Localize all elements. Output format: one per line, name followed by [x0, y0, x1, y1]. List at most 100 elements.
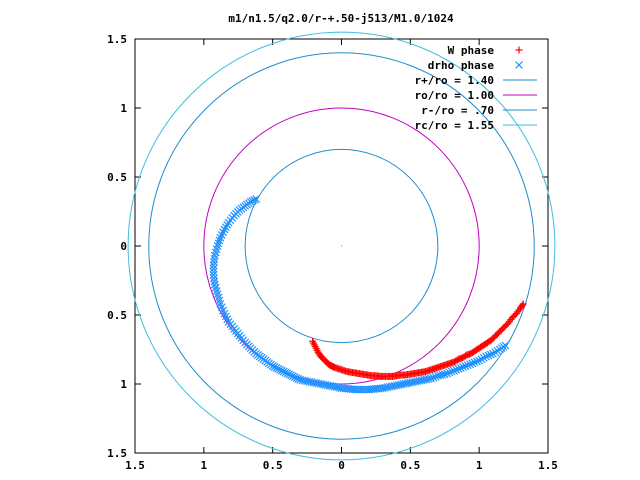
y-tick-label: 1.5	[107, 447, 127, 460]
drho-phase-point	[210, 251, 219, 260]
y-tick-label: 1.5	[107, 33, 127, 46]
drho-phase-point	[223, 220, 232, 229]
x-tick-label: 0.5	[400, 459, 420, 472]
drho-phase-point	[221, 312, 230, 321]
drho-phase-point	[276, 365, 284, 374]
drho-phase-point	[484, 351, 493, 360]
drho-phase-point	[330, 382, 339, 391]
drho-phase-point	[217, 303, 226, 312]
drho-phase-point	[216, 300, 225, 308]
drho-phase-point	[274, 364, 283, 373]
drho-phase-point	[475, 356, 484, 365]
drho-phase-point	[214, 239, 223, 248]
drho-phase-point	[477, 355, 486, 364]
reference-circles	[127, 31, 556, 461]
drho-phase-point	[215, 236, 224, 245]
drho-phase-point	[491, 348, 500, 357]
drho-phase-point	[456, 363, 465, 372]
drho-phase-point	[319, 380, 328, 389]
legend-label: drho phase	[428, 59, 495, 72]
drho-phase-point	[290, 373, 299, 382]
drho-phase-point	[223, 315, 232, 324]
circle-r-ro	[244, 148, 439, 344]
drho-phase-point	[281, 368, 290, 377]
drho-phase-point	[220, 309, 229, 318]
drho-phase-point	[292, 374, 301, 382]
y-tick-label: 0.5	[107, 171, 127, 184]
drho-phase-point	[219, 306, 228, 315]
x-tick-label: 1	[476, 459, 483, 472]
drho-phase-point	[466, 360, 474, 369]
drho-phase-point	[310, 378, 318, 387]
drho-phase-point	[210, 280, 219, 289]
drho-phase-point	[285, 370, 294, 379]
drho-phase-point	[461, 362, 470, 370]
x-tick-label: 0	[338, 459, 345, 472]
drho-phase-point	[210, 277, 219, 286]
drho-phase-point	[332, 383, 341, 392]
drho-phase-point	[210, 254, 219, 263]
legend-label: rc/ro = 1.55	[415, 119, 494, 132]
drho-phase-point	[424, 375, 433, 383]
circle-roro	[203, 107, 480, 385]
chart-title: m1/n1.5/q2.0/r-+.50-j513/M1.0/1024	[228, 12, 454, 25]
drho-phase-point	[312, 379, 321, 388]
drho-phase-point	[210, 274, 218, 283]
drho-phase-point	[303, 377, 312, 386]
y-tick-label: 1	[120, 378, 127, 391]
drho-phase-point	[486, 350, 495, 359]
drho-phase-point	[270, 363, 279, 371]
legend-label: r+/ro = 1.40	[415, 74, 494, 87]
legend-label: W phase	[448, 44, 495, 57]
drho-phase-point	[248, 196, 257, 205]
drho-phase-point	[440, 370, 449, 379]
x-tick-label: 1.5	[538, 459, 558, 472]
legend-label: ro/ro = 1.00	[415, 89, 494, 102]
drho-phase-point	[216, 233, 225, 242]
legend-label: r-/ro = .70	[421, 104, 494, 117]
drho-phase-point	[429, 373, 438, 382]
drho-phase-point	[501, 341, 510, 350]
drho-phase-point	[470, 358, 479, 367]
drho-phase-point	[431, 372, 440, 381]
drho-phase-point	[211, 283, 220, 292]
drho-phase-point	[224, 218, 233, 227]
y-tick-label: 1	[120, 102, 127, 115]
drho-phase-point	[459, 363, 468, 371]
drho-phase-point	[209, 264, 218, 273]
drho-phase-point	[438, 370, 447, 379]
drho-phase-point	[472, 357, 481, 366]
x-tick-label: 1.5	[125, 459, 145, 472]
drho-phase-point	[210, 258, 218, 267]
drho-phase-point	[454, 364, 463, 373]
drho-phase-point	[328, 382, 337, 391]
drho-phase-point	[209, 271, 218, 279]
drho-phase-point	[287, 371, 295, 380]
x-tick-label: 1	[201, 459, 208, 472]
drho-phase-point	[450, 366, 458, 375]
drho-phase-point	[209, 261, 218, 270]
drho-phase-point	[321, 380, 330, 389]
drho-phase-point	[214, 293, 223, 302]
drho-phase-point	[209, 267, 218, 276]
drho-phase-point	[213, 290, 222, 299]
drho-phase-point	[479, 353, 488, 362]
legend: W phase drho phase r+/ro = 1.40 ro/ro = 1.0…	[415, 44, 537, 132]
axis-ticks: 1.5 1 0.5 0 0.5 1 1.51.510.500.511.5	[107, 33, 558, 472]
drho-phase-point	[323, 381, 332, 390]
drho-phase-point	[445, 368, 454, 377]
drho-phase-point	[489, 349, 497, 358]
y-tick-label: 0	[120, 240, 127, 253]
drho-phase-point	[215, 296, 224, 305]
drho-phase-point	[305, 377, 314, 386]
circle-rcro	[127, 31, 556, 461]
drho-phase-point	[443, 369, 451, 378]
drho-phase-point	[447, 367, 456, 376]
drho-phase-point	[272, 363, 281, 372]
drho-phase-point	[463, 361, 472, 370]
drho-phase-point	[283, 369, 292, 378]
legend-marker	[515, 61, 523, 69]
drho-phase-point	[314, 379, 323, 388]
origin-dot	[340, 245, 343, 247]
